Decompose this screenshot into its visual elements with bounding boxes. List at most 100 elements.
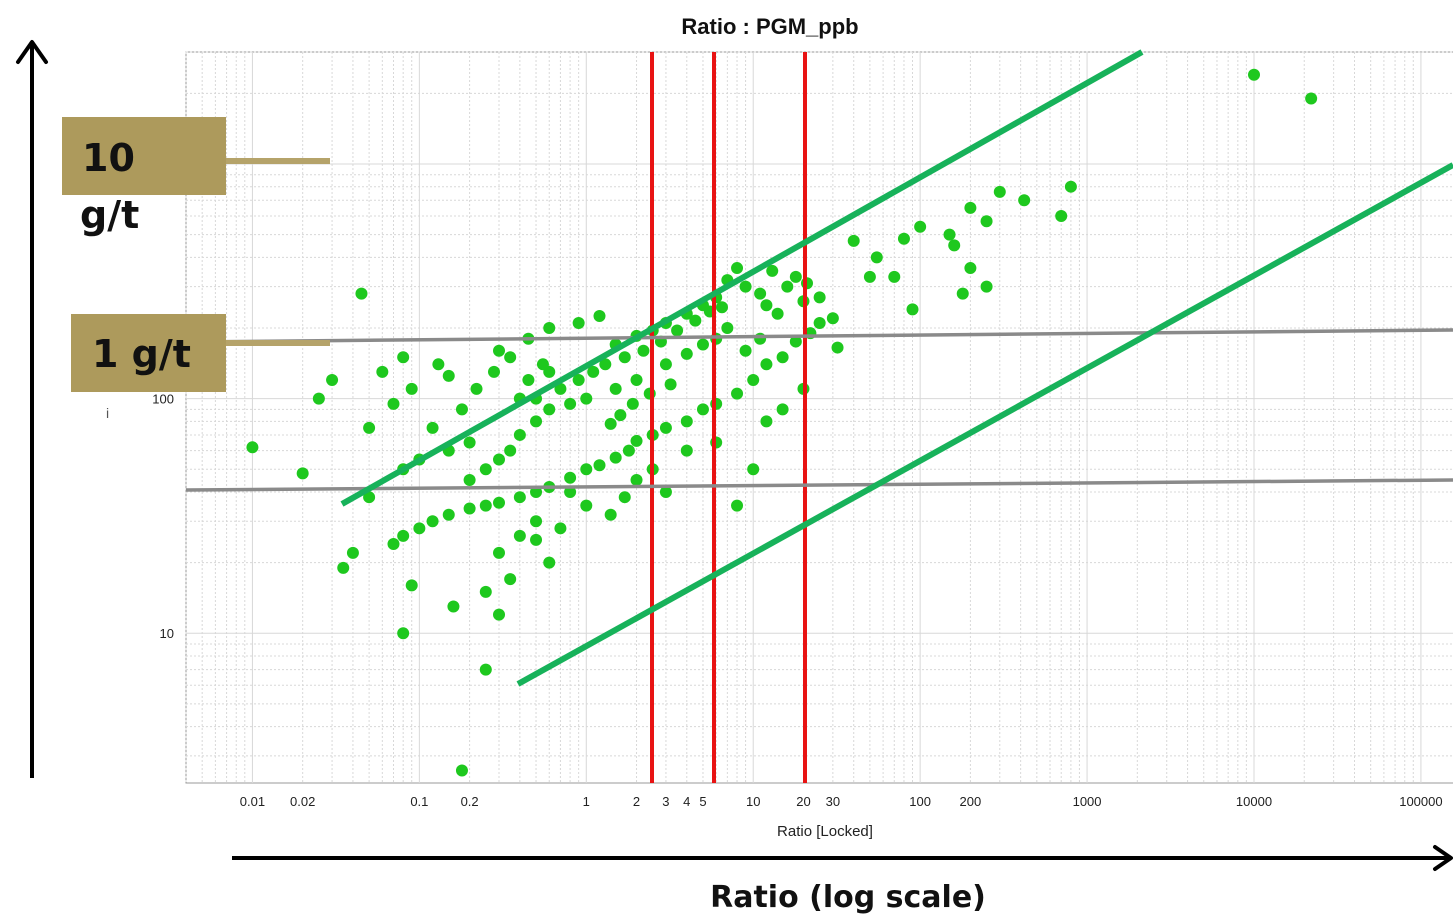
data-point [599,358,612,371]
x-tick-label: 1 [583,794,590,809]
x-tick-label: 10000 [1236,794,1272,809]
data-point [572,316,585,329]
data-point [760,415,773,428]
data-point [1305,92,1318,105]
data-point [710,436,723,449]
data-point [554,522,567,535]
data-point [776,403,789,416]
data-point [397,529,410,542]
y-tick-labels: 10 100 [152,392,174,642]
data-point [754,287,767,300]
plot-frame [185,51,1453,784]
y-tick-label: 10 [160,626,174,641]
data-point [980,215,993,228]
data-point [671,324,684,337]
data-point [522,374,535,387]
data-point [463,502,476,515]
x-tick-labels: 0.01 0.02 0.1 0.2 1 2 3 4 5 10 20 30 100 200 1000 10000… [240,794,1443,809]
data-point [463,473,476,486]
data-point [376,365,389,378]
grade-badge-10gt: 10 g/t [62,117,330,237]
data-point [513,428,526,441]
data-point [1018,194,1031,207]
data-point [771,307,784,320]
x-tick-label: 2 [633,794,640,809]
data-point [337,561,350,574]
data-point [680,415,693,428]
data-point [626,397,639,410]
data-point [442,369,455,382]
y-direction-arrow [16,40,48,778]
data-point [888,270,901,283]
data-point [587,365,600,378]
data-point [760,358,773,371]
data-point [593,309,606,322]
data-point [659,421,672,434]
data-point [1055,210,1068,223]
data-point [493,344,506,357]
data-point [363,421,376,434]
data-point [914,220,927,233]
grey-threshold-line-lower [185,478,1453,492]
data-point [609,451,622,464]
data-point [487,365,500,378]
x-axis-description: Ratio (log scale) [710,880,986,915]
x-axis-label: Ratio [Locked] [777,823,873,840]
data-point [479,663,492,676]
data-point [614,409,627,422]
data-point [776,351,789,364]
x-tick-label: 0.01 [240,794,265,809]
data-point [760,299,773,312]
data-point [721,321,734,334]
data-point [980,280,993,293]
data-point [964,262,977,275]
data-point [747,463,760,476]
data-point [405,382,418,395]
data-point [1247,68,1260,81]
data-point [618,351,631,364]
data-point [731,262,744,275]
x-tick-label: 1000 [1073,794,1102,809]
data-point [622,444,635,457]
data-point [664,378,677,391]
plot-background [185,51,1453,784]
data-point [479,585,492,598]
data-point [493,496,506,509]
data-point [543,556,556,569]
data-point [956,287,969,300]
data-point [659,485,672,498]
data-point [747,374,760,387]
data-point [426,515,439,528]
data-point [296,467,309,480]
data-point [801,277,814,290]
data-point [948,239,961,252]
data-point [630,374,643,387]
data-point [543,403,556,416]
data-point [455,764,468,777]
data-point [593,459,606,472]
data-point [580,463,593,476]
data-point [659,358,672,371]
data-point [618,491,631,504]
data-point [246,441,259,454]
data-point [346,546,359,559]
data-point [426,421,439,434]
grid-lines [185,51,1453,783]
data-point [689,314,702,327]
data-point [536,358,549,371]
x-tick-label: 200 [960,794,982,809]
data-point [754,332,767,345]
x-tick-label: 3 [662,794,669,809]
x-tick-label: 4 [683,794,690,809]
data-point [513,529,526,542]
data-point [397,351,410,364]
x-tick-label: 10 [746,794,760,809]
axis-fragment-mark: i [106,405,109,421]
x-tick-label: 30 [826,794,840,809]
data-point [530,533,543,546]
data-point [637,344,650,357]
data-point [355,287,368,300]
data-point [1064,180,1077,193]
data-point [630,473,643,486]
data-point [897,232,910,245]
